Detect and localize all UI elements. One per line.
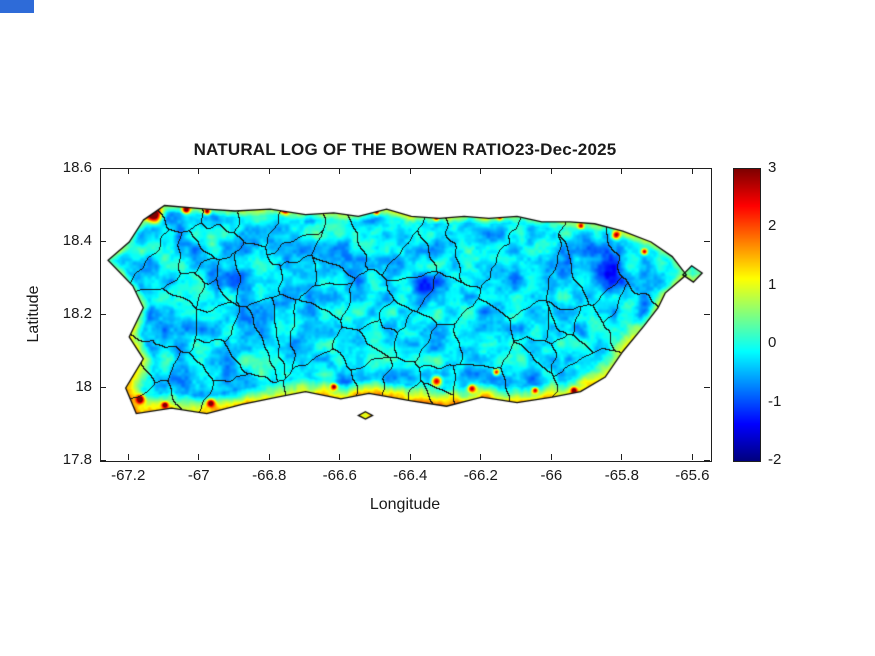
x-tick-label: -66.6 — [322, 467, 357, 484]
y-tick-label: 18 — [75, 378, 92, 395]
colorbar-tick-label: 3 — [768, 159, 777, 176]
y-tick-mark — [704, 240, 710, 242]
plot-area — [100, 168, 712, 462]
x-tick-mark — [621, 168, 623, 174]
x-tick-mark — [550, 168, 552, 174]
x-tick-mark — [480, 454, 482, 460]
x-tick-mark — [621, 454, 623, 460]
y-tick-mark — [100, 386, 106, 388]
colorbar-tick-label: 2 — [768, 217, 777, 235]
y-tick-label: 18.6 — [62, 159, 92, 176]
y-tick-mark — [704, 386, 710, 388]
x-tick-label: -65.6 — [675, 467, 710, 484]
x-tick-label: -65.8 — [604, 467, 639, 484]
y-tick-mark — [704, 313, 710, 315]
heatmap-canvas — [101, 169, 711, 461]
x-tick-label: -66.4 — [393, 467, 428, 484]
colorbar-tick-label: 0 — [768, 334, 777, 352]
x-tick-mark — [127, 454, 129, 460]
y-tick-label: 18.4 — [62, 232, 92, 249]
y-tick-mark — [704, 459, 710, 461]
y-tick-mark — [100, 167, 106, 169]
x-tick-mark — [480, 168, 482, 174]
x-tick-mark — [198, 454, 200, 460]
colorbar — [733, 168, 761, 462]
x-tick-label: -66.2 — [463, 467, 498, 484]
y-tick-mark — [100, 240, 106, 242]
x-tick-mark — [691, 454, 693, 460]
chart-title: NATURAL LOG OF THE BOWEN RATIO23-Dec-202… — [193, 140, 617, 159]
x-tick-mark — [550, 454, 552, 460]
window-chrome-fragment — [0, 0, 34, 13]
x-tick-mark — [268, 454, 270, 460]
y-tick-mark — [704, 167, 710, 169]
x-tick-mark — [691, 168, 693, 174]
x-tick-mark — [127, 168, 129, 174]
y-tick-label: 18.2 — [62, 305, 92, 322]
x-tick-label: -66.8 — [252, 467, 287, 484]
x-tick-mark — [268, 168, 270, 174]
x-tick-label: -67 — [187, 467, 210, 484]
x-tick-mark — [339, 454, 341, 460]
y-tick-label: 17.8 — [62, 451, 92, 468]
x-tick-mark — [409, 168, 411, 174]
x-tick-mark — [409, 454, 411, 460]
x-tick-label: -66 — [540, 467, 563, 484]
colorbar-tick-label: 1 — [768, 275, 777, 293]
y-tick-mark — [100, 459, 106, 461]
x-axis-label: Longitude — [369, 496, 441, 513]
colorbar-tick-label: -1 — [768, 392, 782, 410]
x-tick-label: -67.2 — [111, 467, 146, 484]
y-tick-mark — [100, 313, 106, 315]
x-tick-mark — [198, 168, 200, 174]
colorbar-tick-label: -2 — [768, 451, 782, 468]
x-tick-mark — [339, 168, 341, 174]
